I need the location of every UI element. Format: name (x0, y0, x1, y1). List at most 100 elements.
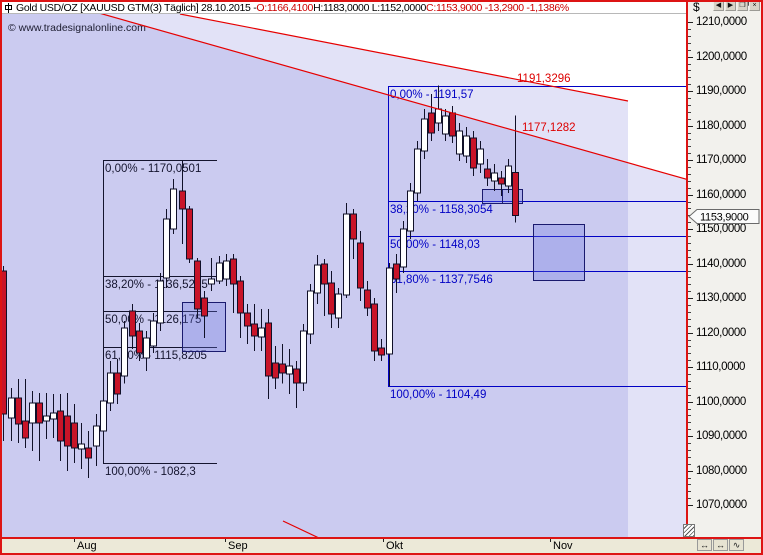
price-tick-minor (688, 291, 691, 292)
window-controls: ◀ ▶ ❒ × (713, 0, 760, 11)
price-tick-minor (688, 43, 691, 44)
price-tick-minor (688, 50, 691, 51)
price-tick-minor (688, 284, 691, 285)
fib-right-label: 38,20% - 1158,3054 (390, 204, 493, 216)
title-instrument: Gold USD/OZ [XAUUSD GTM(3) Täglich] 28.1… (16, 2, 257, 14)
candle-down (230, 258, 237, 285)
price-axis-label: 1160,0000 (696, 189, 746, 201)
price-tick-minor (688, 208, 691, 209)
price-axis[interactable]: $ ↲M 1153,9000 1210,00001200,00001190,00… (688, 0, 761, 538)
candle-down (15, 397, 22, 425)
price-tick-minor (688, 491, 691, 492)
price-tick-major (688, 195, 693, 196)
month-label-sep: Sep (228, 540, 248, 552)
title-bar[interactable]: Gold USD/OZ [XAUUSD GTM(3) Täglich] 28.1… (2, 2, 686, 14)
candle-down (328, 282, 335, 315)
price-tick-major (688, 333, 693, 334)
price-tick-major (688, 402, 693, 403)
candle-up (208, 278, 215, 285)
candle-down (64, 415, 71, 447)
price-tick-major (688, 91, 693, 92)
month-label-nov: Nov (553, 540, 573, 552)
price-tick-minor (688, 98, 691, 99)
chart-plot-area[interactable]: © www.tradesignalonline.com 0,00% - 1170,… (0, 14, 686, 538)
candle-up (435, 108, 442, 124)
candle-down (449, 112, 456, 137)
price-tick-minor (688, 464, 691, 465)
month-tick (383, 538, 384, 542)
price-tick-minor (688, 257, 691, 258)
month-tick (550, 538, 551, 542)
candle-up (258, 327, 265, 338)
price-tick-minor (688, 105, 691, 106)
month-label-aug: Aug (77, 540, 97, 552)
title-high-low-values: H:1183,0000 L:1152,0000 (313, 2, 427, 14)
price-tick-minor (688, 340, 691, 341)
candle-down (36, 402, 43, 424)
price-tick-minor (688, 77, 691, 78)
price-tick-minor (688, 271, 691, 272)
price-axis-label: 1110,0000 (696, 361, 746, 373)
candle-down (85, 447, 92, 459)
box-mid-right[interactable] (533, 224, 585, 281)
candle-up (463, 135, 470, 157)
wave-icon[interactable]: ∿ (729, 539, 744, 551)
candle-up (121, 327, 128, 377)
candle-down (272, 362, 279, 379)
price-tick-minor (688, 353, 691, 354)
price-tick-minor (688, 429, 691, 430)
horizontal-scroll-controls: ↔ ↔ ∿ (697, 539, 744, 551)
expand-icon[interactable]: ↔ (713, 539, 728, 551)
price-tick-minor (688, 346, 691, 347)
watermark: © www.tradesignalonline.com (8, 22, 146, 34)
fib-right-label: 61,80% - 1137,7546 (390, 274, 493, 286)
price-tick-major (688, 471, 693, 472)
price-tick-minor (688, 395, 691, 396)
price-tick-minor (688, 250, 691, 251)
candle-down (129, 310, 136, 337)
trendlines-layer[interactable] (0, 14, 686, 538)
candle-up (505, 165, 512, 187)
candle-down (114, 372, 121, 395)
candle-down (378, 347, 385, 356)
candle-down (179, 190, 186, 210)
candle-down (237, 280, 244, 314)
price-tick-major (688, 126, 693, 127)
candle-up (407, 190, 414, 232)
title-open-value: O:1166,4100 (256, 2, 314, 14)
resize-grip[interactable] (683, 524, 695, 537)
price-tick-minor (688, 133, 691, 134)
candle-up (216, 262, 223, 282)
trendline-support-stub[interactable] (282, 520, 320, 538)
price-tick-minor (688, 167, 691, 168)
price-tick-minor (688, 174, 691, 175)
chart-window-icon (4, 2, 13, 13)
candle-down (244, 312, 251, 327)
price-tick-minor (688, 119, 691, 120)
price-tick-minor (688, 478, 691, 479)
compress-icon[interactable]: ↔ (697, 539, 712, 551)
price-flag[interactable]: 1191,3296 (517, 73, 571, 85)
month-tick (225, 538, 226, 542)
svg-text:1153,9000: 1153,9000 (700, 212, 749, 224)
time-axis[interactable]: ↔ ↔ ∿ Aug Sep Okt Nov (0, 538, 763, 553)
trendline-channel-mid[interactable] (0, 14, 686, 180)
candle-up (421, 118, 428, 152)
price-tick-major (688, 22, 693, 23)
annotation-boxes[interactable] (182, 189, 585, 352)
candle-up (477, 148, 484, 165)
fib-left-label: 61,80% - 1115,8205 (105, 350, 207, 362)
candle-up (414, 148, 421, 194)
month-label-okt: Okt (386, 540, 404, 552)
trendline-channel-top[interactable] (179, 14, 629, 102)
price-tick-minor (688, 64, 691, 65)
price-axis-label: 1070,0000 (696, 499, 747, 511)
price-tick-minor (688, 484, 691, 485)
price-flag[interactable]: 1177,1282 (522, 122, 576, 134)
price-tick-minor (688, 202, 691, 203)
currency-label: $ (693, 0, 700, 14)
candle-down (470, 137, 477, 169)
price-axis-label: 1210,0000 (696, 16, 747, 28)
price-tick-minor (688, 326, 691, 327)
